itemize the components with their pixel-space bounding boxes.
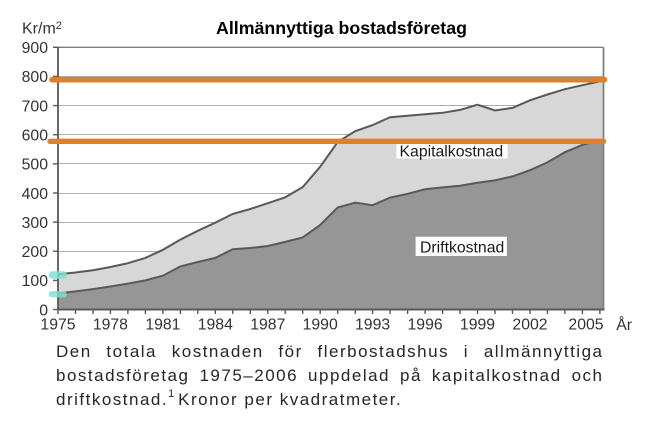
svg-text:1990: 1990 [303, 317, 338, 334]
svg-text:Kapitalkostnad: Kapitalkostnad [400, 143, 504, 160]
svg-text:900: 900 [22, 40, 49, 57]
svg-text:800: 800 [22, 69, 49, 86]
svg-text:100: 100 [22, 273, 49, 290]
svg-text:1981: 1981 [145, 317, 180, 334]
svg-text:Allmännyttiga bostadsföretag: Allmännyttiga bostadsföretag [216, 18, 467, 38]
svg-text:1978: 1978 [93, 317, 128, 334]
svg-text:600: 600 [22, 128, 49, 145]
svg-text:1993: 1993 [355, 317, 390, 334]
svg-text:Kr/m2: Kr/m2 [22, 20, 62, 38]
svg-text:300: 300 [22, 215, 49, 232]
svg-text:År: År [616, 315, 632, 334]
svg-text:500: 500 [22, 157, 49, 174]
svg-text:1984: 1984 [198, 317, 233, 334]
svg-text:1996: 1996 [408, 317, 443, 334]
svg-text:Driftkostnad: Driftkostnad [420, 240, 504, 257]
svg-text:2005: 2005 [568, 317, 603, 334]
svg-text:200: 200 [22, 244, 49, 261]
svg-text:1975: 1975 [40, 317, 75, 334]
svg-text:1987: 1987 [250, 317, 285, 334]
svg-text:400: 400 [22, 186, 49, 203]
svg-text:700: 700 [22, 98, 49, 115]
svg-text:2002: 2002 [512, 317, 547, 334]
svg-text:1999: 1999 [460, 317, 495, 334]
svg-text:0: 0 [39, 302, 48, 319]
